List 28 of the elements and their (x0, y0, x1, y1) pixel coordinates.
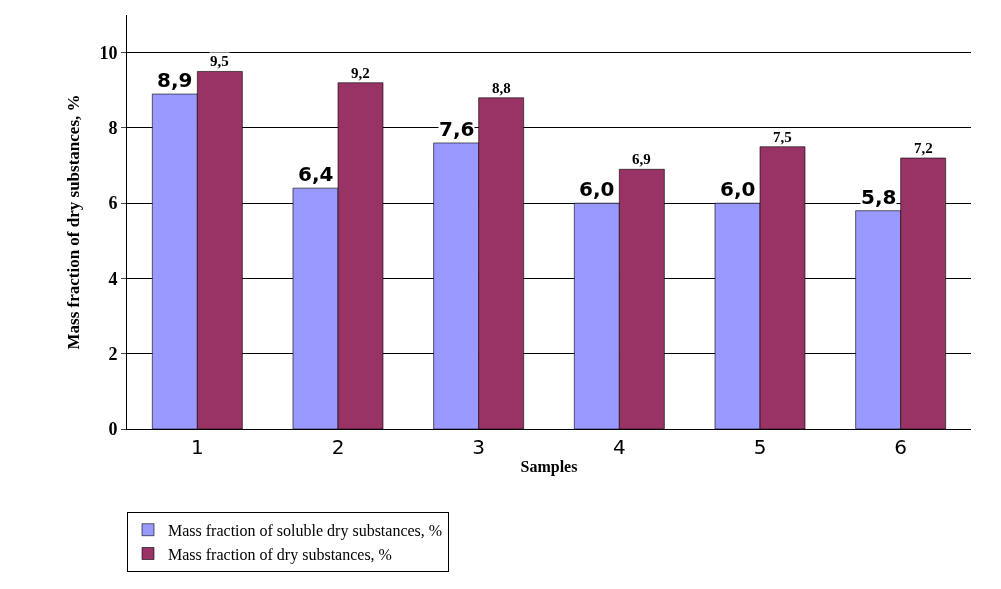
x-axis-title: Samples (520, 457, 578, 476)
y-tick-label: 2 (108, 344, 118, 365)
legend-label: Mass fraction of dry substances, % (168, 545, 392, 564)
x-tick-label: 3 (472, 435, 486, 459)
data-label: 6,4 (298, 162, 334, 186)
data-label: 8,8 (492, 80, 511, 96)
x-tick-label: 4 (612, 435, 626, 459)
data-label: 9,5 (210, 53, 229, 69)
data-label: 7,6 (439, 117, 475, 141)
y-tick-label: 4 (108, 268, 118, 289)
data-label: 5,8 (861, 185, 897, 209)
y-axis-title: Mass fraction of dry substances, % (63, 94, 83, 350)
data-label: 6,9 (632, 151, 651, 167)
data-label: 8,9 (157, 68, 193, 92)
x-tick-label: 2 (331, 435, 345, 459)
legend-label: Mass fraction of soluble dry substances, % (168, 521, 443, 540)
y-tick-label: 6 (108, 193, 118, 214)
y-tick-label: 10 (99, 42, 118, 63)
y-tick-label: 0 (108, 419, 118, 440)
data-label: 9,2 (351, 65, 370, 81)
y-tick-label: 8 (108, 118, 118, 139)
data-label: 7,2 (914, 140, 933, 156)
x-tick-label: 5 (753, 435, 767, 459)
data-label: 7,5 (773, 129, 792, 145)
data-label: 6,0 (720, 177, 756, 201)
data-label: 6,0 (579, 177, 615, 201)
x-tick-label: 6 (894, 435, 908, 459)
x-tick-label: 1 (190, 435, 204, 459)
